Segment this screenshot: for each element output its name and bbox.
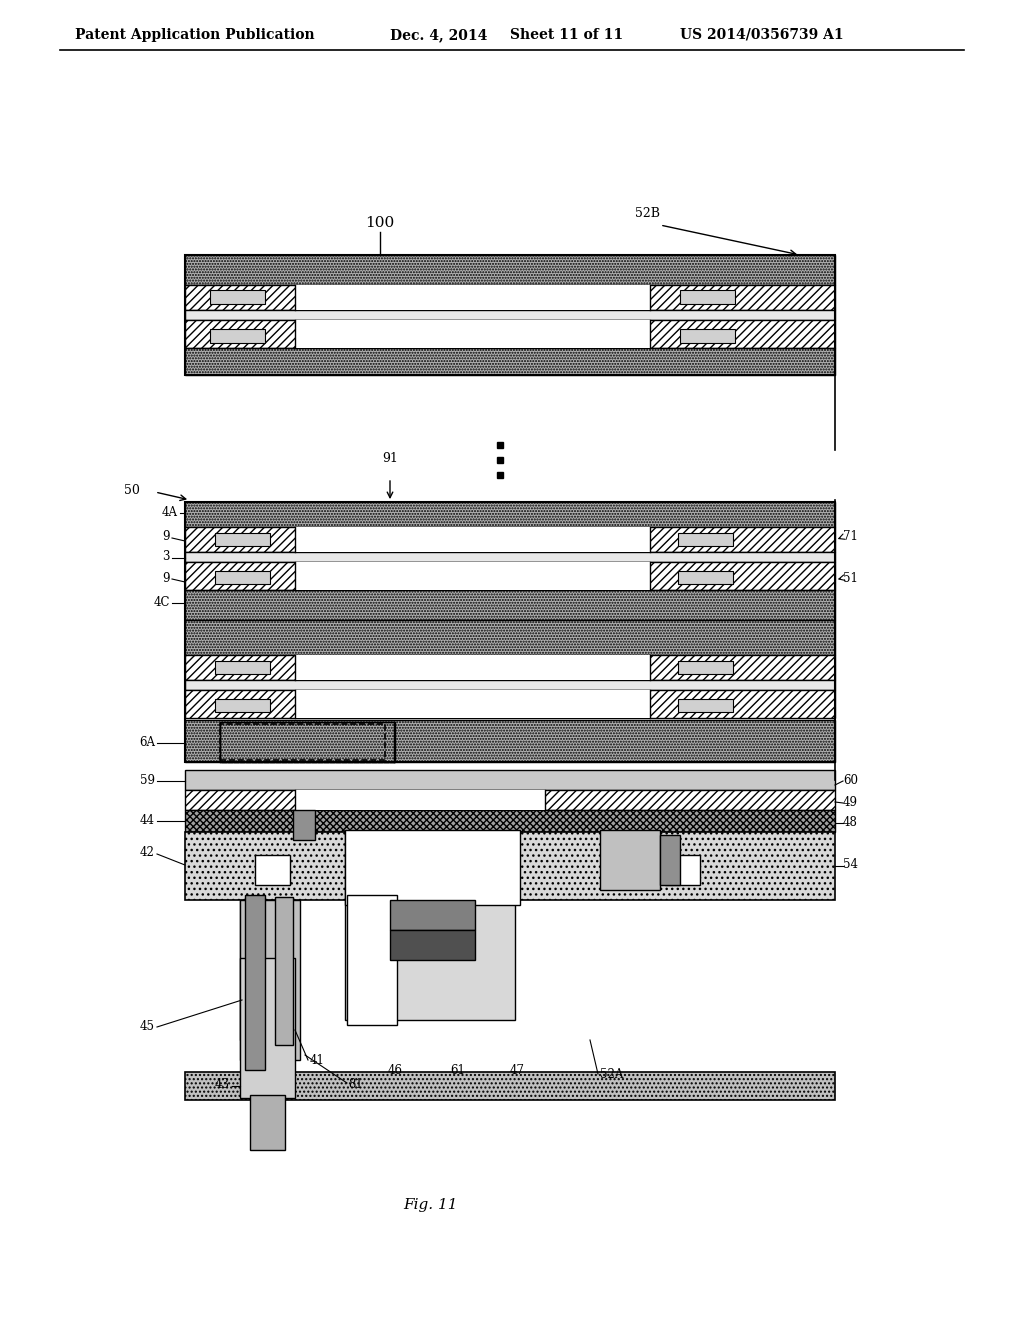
Bar bbox=[347, 895, 397, 1026]
Text: 49: 49 bbox=[843, 796, 858, 808]
Text: 3: 3 bbox=[163, 550, 170, 564]
Text: 4C: 4C bbox=[154, 595, 170, 609]
Text: 100: 100 bbox=[366, 216, 394, 230]
Bar bbox=[250, 1096, 285, 1150]
Bar bbox=[220, 722, 395, 762]
Text: 44: 44 bbox=[140, 813, 155, 826]
Bar bbox=[185, 348, 835, 375]
Bar bbox=[345, 832, 515, 900]
Bar bbox=[390, 900, 475, 931]
Bar bbox=[185, 620, 835, 655]
Bar bbox=[295, 319, 650, 348]
Text: 61: 61 bbox=[450, 1064, 465, 1077]
Bar bbox=[240, 900, 295, 1040]
Bar bbox=[678, 533, 733, 546]
Text: 52B: 52B bbox=[635, 207, 660, 220]
Text: US 2014/0356739 A1: US 2014/0356739 A1 bbox=[680, 28, 844, 42]
Bar bbox=[185, 655, 835, 680]
Text: 45: 45 bbox=[140, 1019, 155, 1032]
Bar bbox=[185, 832, 835, 900]
Bar bbox=[185, 310, 835, 319]
Bar bbox=[185, 680, 835, 690]
Bar bbox=[215, 533, 270, 546]
Bar bbox=[295, 527, 650, 552]
Bar bbox=[185, 285, 835, 310]
Bar bbox=[295, 690, 650, 718]
Bar bbox=[185, 719, 835, 762]
Text: 41: 41 bbox=[310, 1053, 325, 1067]
Bar bbox=[293, 810, 315, 840]
Bar bbox=[185, 255, 835, 285]
Bar bbox=[680, 290, 735, 304]
Bar bbox=[220, 723, 385, 760]
Text: 42: 42 bbox=[140, 846, 155, 859]
Text: 9: 9 bbox=[163, 572, 170, 585]
Bar bbox=[390, 931, 475, 960]
Bar bbox=[185, 562, 835, 590]
Text: 9: 9 bbox=[163, 529, 170, 543]
Bar bbox=[185, 810, 835, 832]
Bar bbox=[600, 830, 660, 890]
Bar bbox=[660, 836, 680, 884]
Bar bbox=[345, 830, 520, 906]
Bar bbox=[185, 255, 835, 375]
Text: 47: 47 bbox=[510, 1064, 525, 1077]
Bar bbox=[215, 700, 270, 711]
Bar bbox=[680, 329, 735, 343]
Text: 52A: 52A bbox=[600, 1068, 624, 1081]
Bar bbox=[185, 319, 835, 348]
Bar bbox=[185, 690, 835, 718]
Bar bbox=[185, 552, 835, 562]
Bar bbox=[210, 290, 265, 304]
Text: 48: 48 bbox=[843, 816, 858, 829]
Bar bbox=[185, 770, 835, 789]
Text: 81: 81 bbox=[348, 1078, 362, 1092]
Text: 60: 60 bbox=[843, 774, 858, 787]
Text: Dec. 4, 2014: Dec. 4, 2014 bbox=[390, 28, 487, 42]
Text: Patent Application Publication: Patent Application Publication bbox=[75, 28, 314, 42]
Bar bbox=[678, 572, 733, 583]
Bar bbox=[185, 1072, 835, 1100]
Bar bbox=[678, 700, 733, 711]
Text: 59: 59 bbox=[140, 774, 155, 787]
Bar bbox=[345, 900, 515, 1020]
Bar bbox=[295, 789, 545, 810]
Bar bbox=[210, 329, 265, 343]
Bar bbox=[185, 502, 835, 527]
Text: 50: 50 bbox=[124, 483, 140, 496]
Text: Fig. 11: Fig. 11 bbox=[402, 1199, 458, 1212]
Bar bbox=[295, 562, 650, 590]
Bar bbox=[215, 661, 270, 675]
Text: 54: 54 bbox=[843, 858, 858, 871]
Bar bbox=[275, 898, 293, 1045]
Text: 43: 43 bbox=[215, 1078, 230, 1092]
Text: 6A: 6A bbox=[139, 735, 155, 748]
Text: 51: 51 bbox=[843, 572, 858, 585]
Bar bbox=[215, 572, 270, 583]
Bar bbox=[295, 655, 650, 680]
Bar bbox=[185, 502, 835, 762]
Text: Sheet 11 of 11: Sheet 11 of 11 bbox=[510, 28, 624, 42]
Text: 46: 46 bbox=[388, 1064, 403, 1077]
Bar bbox=[185, 527, 835, 552]
Bar bbox=[240, 900, 300, 1060]
Bar bbox=[255, 855, 290, 884]
Bar bbox=[240, 958, 295, 1098]
Text: 91: 91 bbox=[382, 451, 398, 465]
Bar bbox=[245, 895, 265, 1071]
Bar bbox=[665, 855, 700, 884]
Text: 4A: 4A bbox=[162, 506, 178, 519]
Bar bbox=[295, 285, 650, 310]
Bar bbox=[185, 789, 835, 810]
Text: 71: 71 bbox=[843, 529, 858, 543]
Bar bbox=[185, 590, 835, 620]
Bar bbox=[678, 661, 733, 675]
